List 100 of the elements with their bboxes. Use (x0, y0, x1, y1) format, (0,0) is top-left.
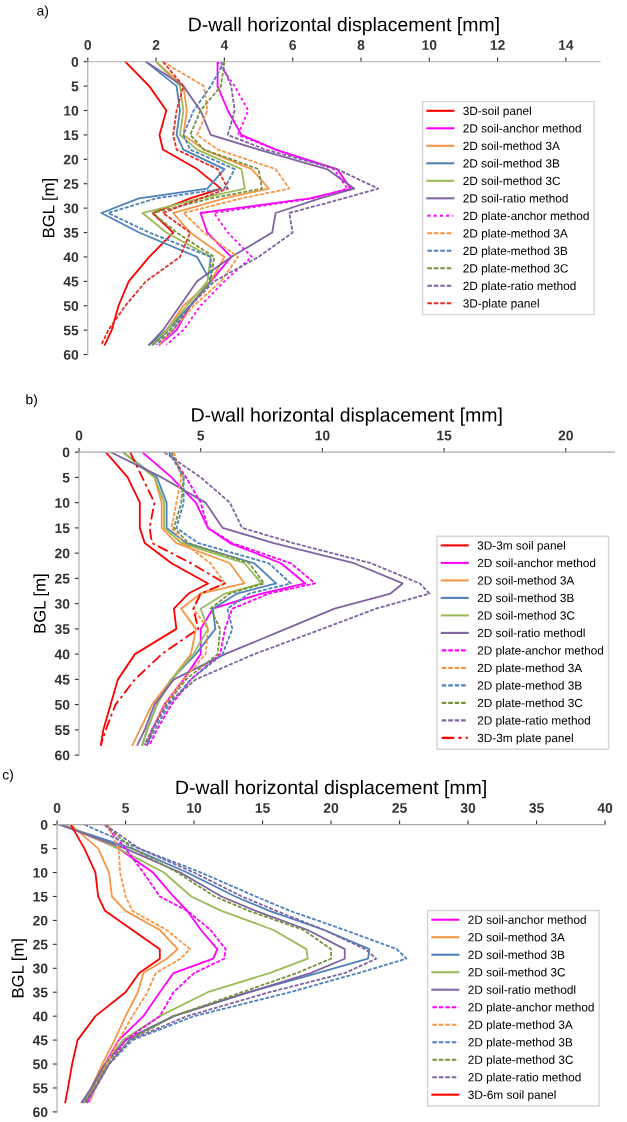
y-tick-label: 30 (54, 598, 70, 609)
x-tick-label: 10 (187, 803, 202, 813)
y-tick-label: 25 (63, 179, 79, 189)
y-axis-title: BGL [m] (42, 179, 58, 238)
x-tick-label: 40 (597, 803, 613, 813)
legend-label: 2D soil-ratio methodl (468, 985, 576, 994)
legend-label: 2D soil-method 3C (477, 610, 575, 620)
legend-label: 2D plate-method 3B (477, 680, 582, 692)
legend-label: 2D plate-method 3A (468, 1020, 573, 1032)
line-series (143, 452, 431, 746)
y-tick-label: 55 (33, 1083, 48, 1094)
y-tick-label: 50 (33, 1059, 48, 1070)
x-tick-label: 15 (437, 430, 452, 441)
legend-label: 3D-6m soil panel (468, 1090, 556, 1102)
legend-label: 2D soil-method 3C (468, 967, 566, 977)
legend-label: 3D-soil panel (463, 106, 531, 118)
legend-label: 2D plate-method 3C (477, 698, 583, 710)
x-tick-label: 10 (422, 40, 437, 50)
legend-label: 2D soil-method 3C (463, 176, 561, 186)
legend-label: 2D soil-anchor method (468, 915, 586, 924)
x-tick-label: 2 (152, 40, 160, 50)
legend-label: 2D plate-method 3B (463, 246, 568, 258)
x-tick-label: 35 (529, 803, 544, 813)
chart-title: D-wall horizontal displacement [mm] (192, 407, 502, 426)
y-tick-label: 60 (63, 349, 79, 360)
line-series (141, 61, 246, 346)
y-tick-label: 30 (63, 203, 79, 214)
legend-label: 2D plate-ratio method (468, 1072, 581, 1084)
x-tick-label: 14 (559, 40, 574, 50)
y-tick-label: 5 (62, 472, 70, 483)
legend-label: 2D soil-anchor method (477, 558, 596, 568)
y-tick-label: 0 (40, 820, 48, 830)
legend-label: 2D plate-method 3B (468, 1037, 573, 1049)
y-tick-label: 25 (33, 939, 48, 950)
legend-label: 2D plate-anchor method (468, 1002, 594, 1014)
x-tick-label: 10 (315, 430, 330, 441)
legend-label: 2D plate-method 3C (468, 1055, 573, 1067)
y-tick-label: 5 (71, 81, 79, 92)
legend-label: 2D plate-anchor method (477, 645, 604, 657)
line-series (109, 452, 404, 746)
legend-label: 2D plate-anchor method (463, 211, 589, 223)
legend-label: 2D soil-method 3A (477, 575, 575, 585)
legend-label: 2D plate-ratio method (463, 281, 576, 293)
x-tick-label: 15 (255, 803, 270, 813)
line-series (64, 824, 161, 1104)
y-tick-label: 35 (54, 624, 70, 635)
legend-label: 2D soil-ratio methodl (477, 628, 585, 638)
y-tick-label: 55 (63, 325, 79, 336)
x-tick-label: 0 (84, 40, 92, 50)
y-tick-label: 40 (63, 252, 79, 263)
y-tick-label: 0 (71, 57, 79, 67)
y-tick-label: 50 (63, 301, 79, 311)
x-tick-label: 5 (122, 803, 130, 813)
y-tick-label: 25 (55, 573, 70, 584)
legend-label: 2D soil-method 3A (468, 932, 565, 942)
y-tick-label: 35 (32, 987, 48, 998)
legend-label: 2D soil-anchor method (463, 123, 581, 133)
chart-title: D-wall horizontal displacement [mm] (189, 17, 499, 36)
x-tick-label: 4 (220, 40, 229, 50)
text: b) (26, 394, 37, 408)
y-tick-label: 50 (54, 699, 70, 710)
line-series (143, 452, 265, 746)
y-tick-label: 55 (54, 725, 70, 736)
y-tick-label: 45 (63, 276, 79, 287)
y-tick-label: 60 (33, 1107, 48, 1118)
y-tick-label: 5 (40, 844, 48, 854)
y-tick-label: 40 (32, 1011, 48, 1022)
text: a) (37, 5, 49, 19)
y-axis-title: BGL [m] (33, 574, 49, 633)
legend-label: 2D plate-method 3A (477, 663, 583, 675)
y-tick-label: 15 (33, 891, 48, 902)
legend-label: 3D-3m soil panel (477, 541, 565, 552)
text: c) (2, 769, 13, 783)
legend-label: 2D soil-method 3B (463, 158, 560, 168)
x-tick-label: 20 (323, 803, 339, 813)
x-tick-label: 5 (197, 430, 205, 441)
x-tick-label: 6 (289, 40, 297, 50)
y-tick-label: 20 (55, 548, 70, 559)
y-tick-label: 20 (63, 154, 79, 165)
x-tick-label: 25 (392, 803, 407, 813)
y-tick-label: 45 (32, 1035, 48, 1046)
y-tick-label: 20 (33, 915, 48, 926)
y-axis-title: BGL [m] (11, 939, 28, 998)
legend-label: 2D soil-method 3A (463, 141, 560, 151)
x-tick-label: 30 (460, 803, 476, 813)
legend-label: 3D-plate panel (463, 298, 539, 310)
y-tick-label: 40 (54, 649, 70, 660)
y-tick-label: 10 (55, 497, 70, 508)
x-tick-label: 8 (357, 40, 365, 50)
x-tick-label: 20 (558, 430, 573, 441)
y-tick-label: 10 (33, 867, 48, 878)
y-tick-label: 30 (32, 963, 48, 974)
legend-label: 2D soil-method 3B (477, 593, 574, 603)
y-tick-label: 60 (55, 750, 70, 761)
legend-label: 2D soil-ratio method (463, 193, 568, 203)
legend-label: 3D-3m plate panel (477, 733, 573, 745)
line-series (158, 61, 291, 346)
y-tick-label: 0 (62, 447, 70, 458)
legend-label: 2D soil-method 3B (468, 950, 565, 959)
legend-label: 2D plate-method 3A (463, 228, 568, 240)
